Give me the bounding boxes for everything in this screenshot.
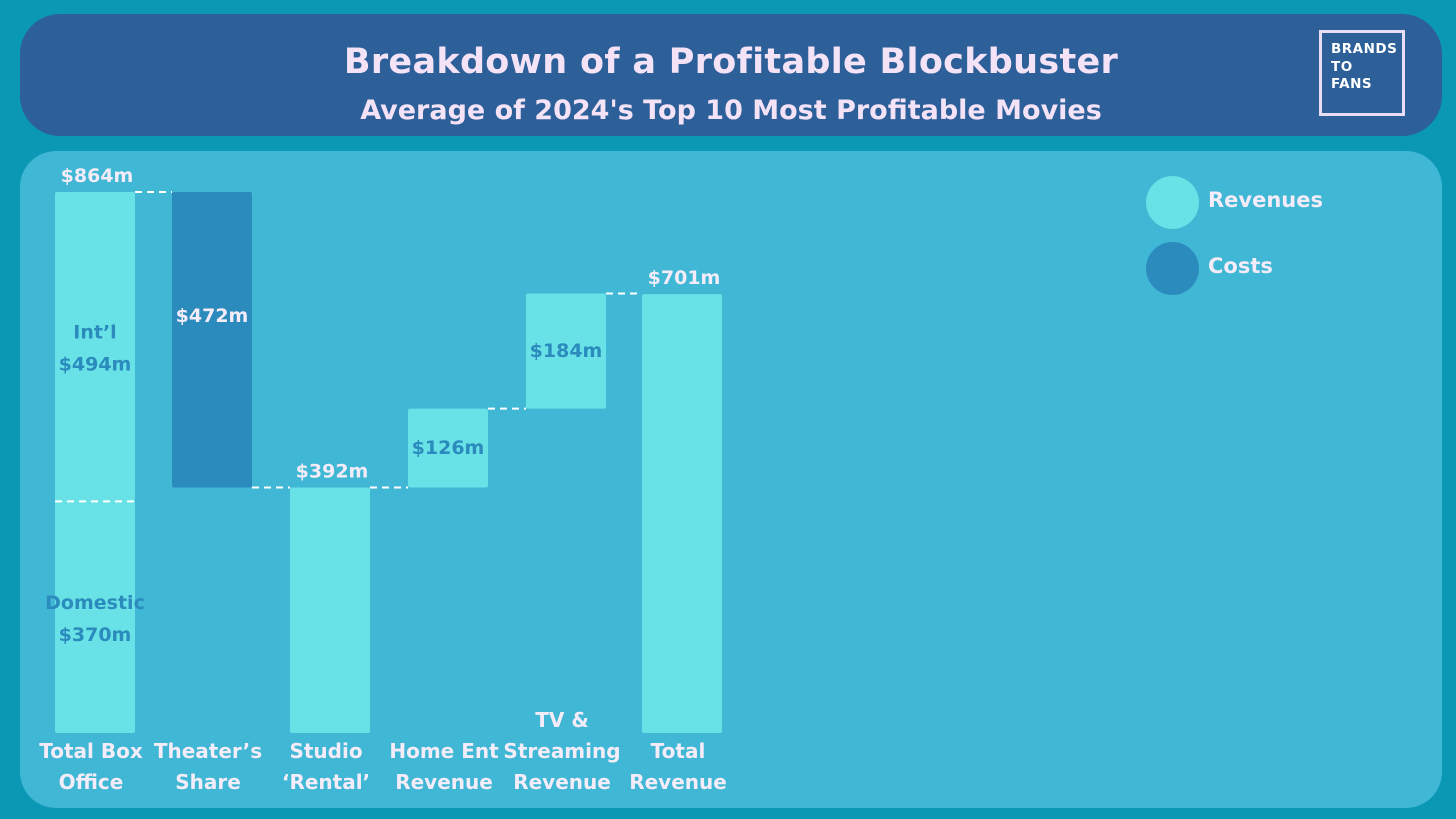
value-label-theaters-share: $472m: [176, 305, 249, 327]
legend-label-costs: Costs: [1208, 254, 1273, 278]
bar-total-revenue: [642, 294, 722, 733]
category-label-tv-streaming-revenue-3: Revenue: [513, 770, 611, 794]
category-label-total-revenue-2: Revenue: [629, 770, 727, 794]
segment-value-domestic: $370m: [59, 624, 132, 646]
category-label-home-ent-revenue-1: Home Ent: [389, 739, 499, 763]
category-label-theaters-share-2: Share: [175, 770, 241, 794]
legend-item-costs: Costs: [1146, 242, 1426, 296]
category-label-theaters-share-1: Theater’s: [154, 739, 262, 763]
logo-line-1: BRANDS: [1331, 41, 1398, 57]
segment-label-international: Int’l: [73, 322, 116, 344]
chart-subtitle: Average of 2024's Top 10 Most Profitable…: [360, 95, 1102, 126]
header-banner: Breakdown of a Profitable Blockbuster Av…: [20, 14, 1442, 136]
value-label-studio-rental: $392m: [296, 461, 369, 483]
value-label-tv-streaming-revenue: $184m: [530, 340, 603, 362]
legend-swatch-costs: [1146, 242, 1199, 295]
chart-title: Breakdown of a Profitable Blockbuster: [343, 42, 1119, 82]
chart-panel: [20, 151, 1442, 808]
category-label-total-revenue-1: Total: [651, 739, 706, 763]
segment-label-domestic: Domestic: [45, 592, 145, 614]
value-label-total-box-office: $864m: [61, 165, 134, 187]
segment-value-international: $494m: [59, 354, 132, 376]
category-label-home-ent-revenue-2: Revenue: [395, 770, 493, 794]
bar-home-ent-revenue: [408, 408, 488, 488]
logo-line-3: FANS: [1331, 76, 1373, 92]
legend-item-revenues: Revenues: [1146, 176, 1426, 230]
category-label-studio-rental-1: Studio: [289, 739, 362, 763]
value-label-home-ent-revenue: $126m: [412, 437, 485, 459]
bar-total-box-office: [55, 192, 135, 733]
category-label-total-box-office-1: Total Box: [39, 739, 143, 763]
category-label-studio-rental-2: ‘Rental’: [282, 770, 370, 794]
logo-line-2: TO: [1331, 58, 1353, 75]
legend-label-revenues: Revenues: [1208, 188, 1323, 212]
legend-swatch-revenues: [1146, 176, 1199, 229]
bar-studio-rental: [290, 487, 370, 733]
category-label-tv-streaming-revenue-1: TV &: [535, 708, 589, 732]
category-label-total-box-office-2: Office: [59, 770, 124, 794]
bar-theaters-share: [172, 192, 252, 488]
value-label-total-revenue: $701m: [648, 267, 721, 289]
brands-to-fans-logo: BRANDS TO FANS: [1319, 30, 1405, 116]
category-label-tv-streaming-revenue-2: Streaming: [503, 739, 620, 763]
bar-tv-streaming-revenue: [526, 293, 606, 409]
